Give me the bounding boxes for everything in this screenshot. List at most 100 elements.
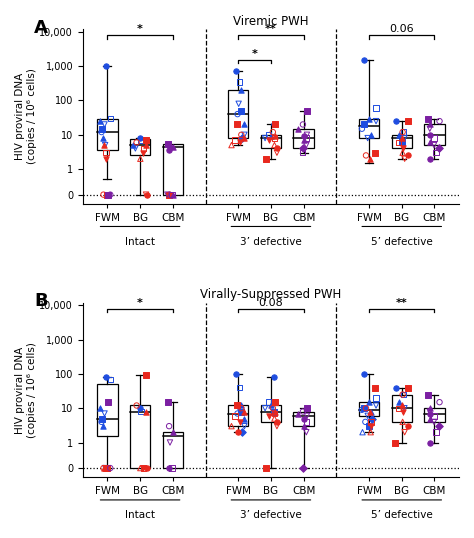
Point (368, 414, 375, 423)
Point (139, 148, 147, 157)
Point (235, 100, 242, 108)
Point (102, 373, 110, 381)
Text: *: * (137, 298, 143, 308)
Point (129, 141, 137, 150)
Point (103, 190, 111, 199)
Point (395, 131, 403, 139)
Y-axis label: HIV proviral DNA
(copies / 10⁶ cells): HIV proviral DNA (copies / 10⁶ cells) (15, 342, 36, 438)
Point (395, 398, 403, 407)
Point (272, 132, 279, 140)
Point (238, 428, 246, 436)
Point (399, 144, 407, 153)
Bar (261, 135, 281, 148)
Point (133, 138, 140, 147)
Point (399, 138, 406, 147)
Text: 5’ defective: 5’ defective (371, 237, 433, 247)
Point (426, 409, 433, 418)
Bar (130, 139, 150, 155)
Point (234, 401, 241, 410)
Point (139, 464, 147, 472)
Point (166, 190, 173, 199)
Point (364, 412, 372, 420)
Point (96, 404, 104, 413)
Point (140, 464, 147, 472)
Point (367, 422, 374, 430)
Text: **: ** (396, 298, 408, 308)
Point (165, 141, 173, 150)
Point (426, 438, 434, 447)
Y-axis label: HIV proviral DNA
(copies / 10⁶ cells): HIV proviral DNA (copies / 10⁶ cells) (15, 68, 36, 165)
Point (265, 131, 273, 139)
Point (405, 117, 412, 125)
Point (101, 464, 109, 472)
Point (304, 404, 311, 413)
Point (143, 190, 150, 199)
Point (435, 144, 443, 153)
Point (107, 114, 114, 123)
Point (237, 107, 245, 115)
Point (271, 414, 278, 423)
Title: Virally-Suppressed PWH: Virally-Suppressed PWH (201, 288, 342, 301)
Point (394, 138, 402, 147)
Point (394, 404, 402, 413)
Bar (392, 394, 412, 422)
Point (104, 398, 111, 407)
Point (265, 136, 273, 144)
Bar (424, 408, 445, 422)
Point (398, 134, 405, 143)
Text: 3’ defective: 3’ defective (240, 511, 302, 520)
Point (303, 131, 311, 139)
Point (426, 407, 434, 416)
Text: Intact: Intact (125, 511, 155, 520)
Point (371, 148, 378, 157)
Point (140, 144, 147, 153)
Point (96, 117, 104, 125)
Point (303, 134, 310, 143)
Point (269, 128, 277, 136)
Point (304, 107, 311, 115)
Point (104, 190, 111, 199)
Bar (130, 406, 150, 468)
Point (237, 86, 245, 95)
Bar (359, 119, 379, 138)
Point (365, 398, 373, 407)
Point (237, 407, 245, 416)
Point (301, 136, 308, 144)
Point (169, 190, 177, 199)
Text: 5’ defective: 5’ defective (371, 511, 433, 520)
Text: 3’ defective: 3’ defective (240, 237, 302, 247)
Point (268, 132, 275, 140)
Point (237, 131, 245, 139)
Point (270, 407, 278, 416)
Point (169, 143, 176, 151)
Point (236, 417, 244, 426)
Point (272, 407, 279, 416)
Point (299, 464, 307, 472)
Point (271, 409, 279, 418)
Point (107, 464, 114, 472)
Bar (163, 144, 183, 195)
Point (360, 404, 368, 413)
Point (269, 404, 277, 413)
Point (132, 144, 139, 153)
Point (301, 132, 308, 140)
Point (100, 190, 107, 199)
Text: B: B (34, 292, 47, 310)
Point (234, 428, 242, 436)
Point (101, 409, 109, 418)
Point (102, 62, 110, 70)
Point (228, 141, 235, 150)
Point (271, 120, 279, 129)
Point (169, 428, 176, 436)
Point (432, 148, 440, 157)
Point (168, 190, 176, 199)
Point (372, 104, 380, 112)
Point (273, 148, 281, 157)
Point (302, 141, 310, 150)
Point (164, 139, 171, 148)
Point (404, 151, 412, 160)
Point (430, 134, 438, 143)
Point (271, 373, 278, 381)
Point (430, 412, 438, 420)
Point (367, 417, 375, 426)
